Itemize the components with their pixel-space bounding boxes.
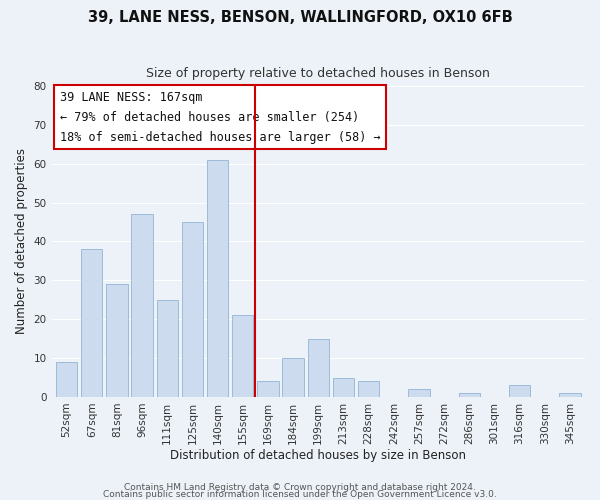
Text: 39, LANE NESS, BENSON, WALLINGFORD, OX10 6FB: 39, LANE NESS, BENSON, WALLINGFORD, OX10… <box>88 10 512 25</box>
Bar <box>283 358 304 397</box>
Bar <box>358 382 379 397</box>
Bar <box>509 386 530 397</box>
Y-axis label: Number of detached properties: Number of detached properties <box>15 148 28 334</box>
Bar <box>56 362 77 397</box>
Bar <box>559 393 581 397</box>
Bar <box>81 249 103 397</box>
Bar <box>157 300 178 397</box>
Text: Contains public sector information licensed under the Open Government Licence v3: Contains public sector information licen… <box>103 490 497 499</box>
Title: Size of property relative to detached houses in Benson: Size of property relative to detached ho… <box>146 68 490 80</box>
Bar <box>131 214 153 397</box>
Text: 39 LANE NESS: 167sqm
← 79% of detached houses are smaller (254)
18% of semi-deta: 39 LANE NESS: 167sqm ← 79% of detached h… <box>59 90 380 144</box>
Text: Contains HM Land Registry data © Crown copyright and database right 2024.: Contains HM Land Registry data © Crown c… <box>124 484 476 492</box>
Bar <box>232 316 253 397</box>
X-axis label: Distribution of detached houses by size in Benson: Distribution of detached houses by size … <box>170 450 466 462</box>
Bar <box>333 378 354 397</box>
Bar <box>182 222 203 397</box>
Bar <box>207 160 229 397</box>
Bar <box>257 382 278 397</box>
Bar <box>106 284 128 397</box>
Bar <box>308 338 329 397</box>
Bar <box>458 393 480 397</box>
Bar <box>408 389 430 397</box>
